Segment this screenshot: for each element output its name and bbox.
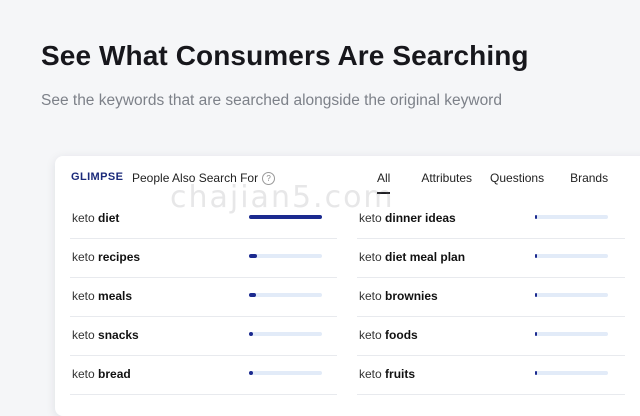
volume-bar-track: [249, 371, 322, 375]
volume-bar-fill: [535, 371, 538, 375]
keyword-text: keto diet meal plan: [359, 250, 465, 264]
volume-bar-fill: [535, 215, 538, 219]
volume-bar-fill: [535, 293, 538, 297]
keyword-text: keto fruits: [359, 367, 415, 381]
volume-bar-track: [535, 332, 608, 336]
keyword-text: keto bread: [72, 367, 131, 381]
keyword-term: diet: [98, 211, 120, 225]
page-subheadline: See the keywords that are searched along…: [41, 92, 502, 109]
glimpse-logo: GLIMPSE: [71, 171, 123, 183]
keyword-prefix: keto: [72, 289, 95, 303]
keyword-row[interactable]: keto foods: [357, 317, 625, 356]
keyword-row[interactable]: keto recipes: [70, 239, 337, 278]
keyword-term: brownies: [385, 289, 438, 303]
volume-bar-fill: [249, 371, 253, 375]
keyword-row[interactable]: keto snacks: [70, 317, 337, 356]
panel-title-text: People Also Search For: [132, 171, 259, 185]
keyword-prefix: keto: [359, 289, 382, 303]
volume-bar-track: [535, 293, 608, 297]
panel-header: GLIMPSE People Also Search For ? All Attr…: [55, 156, 640, 200]
volume-bar-track: [249, 215, 322, 219]
keyword-row[interactable]: keto dinner ideas: [357, 200, 625, 239]
keyword-term: snacks: [98, 328, 139, 342]
keyword-prefix: keto: [72, 211, 95, 225]
people-also-search-panel: GLIMPSE People Also Search For ? All Attr…: [55, 156, 640, 416]
keyword-text: keto dinner ideas: [359, 211, 456, 225]
tab-bar: All Attributes Questions Brands: [377, 171, 609, 194]
volume-bar-track: [535, 371, 608, 375]
keyword-prefix: keto: [359, 250, 382, 264]
volume-bar-fill: [535, 332, 538, 336]
volume-bar-fill: [249, 293, 256, 297]
tab-questions[interactable]: Questions: [490, 171, 545, 185]
keyword-list-left: keto diet keto recipes keto meals keto snac…: [70, 200, 337, 395]
tab-brands[interactable]: Brands: [570, 171, 609, 185]
keyword-term: foods: [385, 328, 418, 342]
keyword-text: keto meals: [72, 289, 132, 303]
volume-bar-fill: [535, 254, 538, 258]
logo-text: GLIMPSE: [71, 171, 124, 183]
volume-bar-track: [249, 254, 322, 258]
tab-attributes[interactable]: Attributes: [421, 171, 473, 185]
keyword-row[interactable]: keto brownies: [357, 278, 625, 317]
keyword-text: keto foods: [359, 328, 418, 342]
keyword-text: keto diet: [72, 211, 119, 225]
keyword-text: keto recipes: [72, 250, 140, 264]
keyword-text: keto snacks: [72, 328, 139, 342]
volume-bar-track: [535, 215, 608, 219]
keyword-prefix: keto: [72, 250, 95, 264]
keyword-term: recipes: [98, 250, 141, 264]
page-headline: See What Consumers Are Searching: [41, 40, 529, 71]
volume-bar-fill: [249, 254, 258, 258]
panel-title: People Also Search For ?: [132, 171, 276, 185]
keyword-term: bread: [98, 367, 131, 381]
keyword-row[interactable]: keto diet meal plan: [357, 239, 625, 278]
keyword-row[interactable]: keto diet: [70, 200, 337, 239]
keyword-term: meals: [98, 289, 133, 303]
volume-bar-track: [249, 293, 322, 297]
keyword-prefix: keto: [359, 211, 382, 225]
volume-bar-track: [249, 332, 322, 336]
keyword-term: fruits: [385, 367, 416, 381]
volume-bar-fill: [249, 215, 322, 219]
tab-all[interactable]: All: [377, 171, 391, 194]
keyword-list-right: keto dinner ideas keto diet meal plan keto…: [357, 200, 625, 395]
keyword-prefix: keto: [72, 328, 95, 342]
keyword-row[interactable]: keto fruits: [357, 356, 625, 395]
keyword-prefix: keto: [359, 367, 382, 381]
keyword-row[interactable]: keto bread: [70, 356, 337, 395]
keyword-prefix: keto: [72, 367, 95, 381]
keyword-text: keto brownies: [359, 289, 438, 303]
keyword-prefix: keto: [359, 328, 382, 342]
keyword-row[interactable]: keto meals: [70, 278, 337, 317]
keyword-term: diet meal plan: [385, 250, 466, 264]
keyword-term: dinner ideas: [385, 211, 456, 225]
volume-bar-fill: [249, 332, 254, 336]
question-circle-icon[interactable]: ?: [262, 171, 276, 185]
volume-bar-track: [535, 254, 608, 258]
